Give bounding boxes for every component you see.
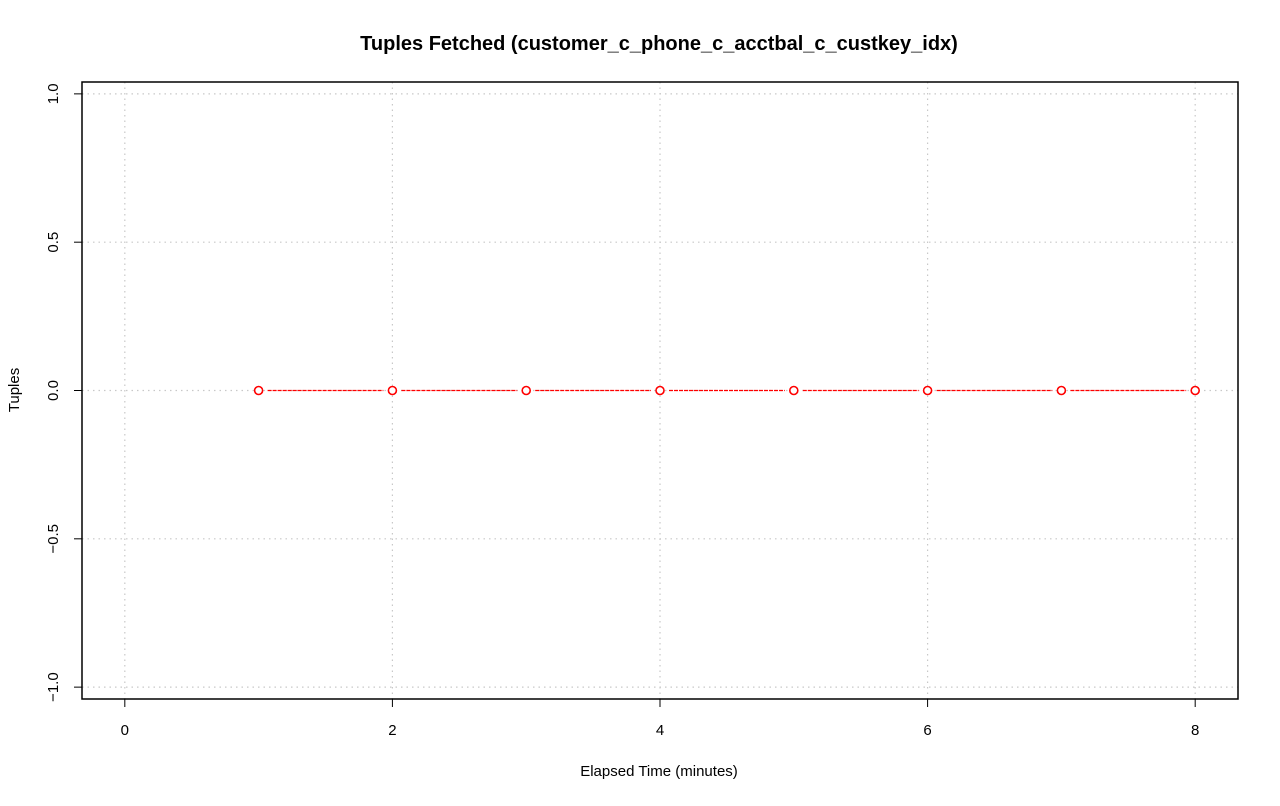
data-series [253, 385, 1200, 396]
series-0-point-5 [922, 385, 933, 396]
x-tick-label-3: 6 [923, 722, 931, 739]
y-tick-label-1: −0.5 [45, 524, 62, 554]
x-axis: 0 2 4 6 8 [121, 698, 1199, 739]
series-0-point-1 [387, 385, 398, 396]
x-tick-label-0: 0 [121, 722, 129, 739]
series-0-point-7 [1190, 385, 1200, 396]
series-0-point-3 [655, 385, 665, 396]
x-tick-label-1: 2 [388, 722, 396, 739]
series-0-point-6 [1056, 385, 1067, 396]
series-0-point-2 [521, 385, 532, 396]
x-tick-label-4: 8 [1191, 722, 1199, 739]
x-axis-label: Elapsed Time (minutes) [580, 763, 738, 780]
chart-title: Tuples Fetched (customer_c_phone_c_acctb… [360, 33, 958, 55]
series-0-point-4 [788, 385, 799, 396]
y-tick-label-2: 0.0 [45, 380, 62, 401]
series-0-point-0 [253, 385, 264, 396]
y-tick-label-3: 0.5 [45, 232, 62, 253]
y-tick-label-4: 1.0 [45, 83, 62, 104]
x-tick-label-2: 4 [656, 722, 664, 739]
y-tick-label-0: −1.0 [45, 672, 62, 702]
y-axis: −1.0 −0.5 0.0 0.5 1.0 [45, 83, 83, 702]
y-axis-label: Tuples [6, 368, 23, 412]
